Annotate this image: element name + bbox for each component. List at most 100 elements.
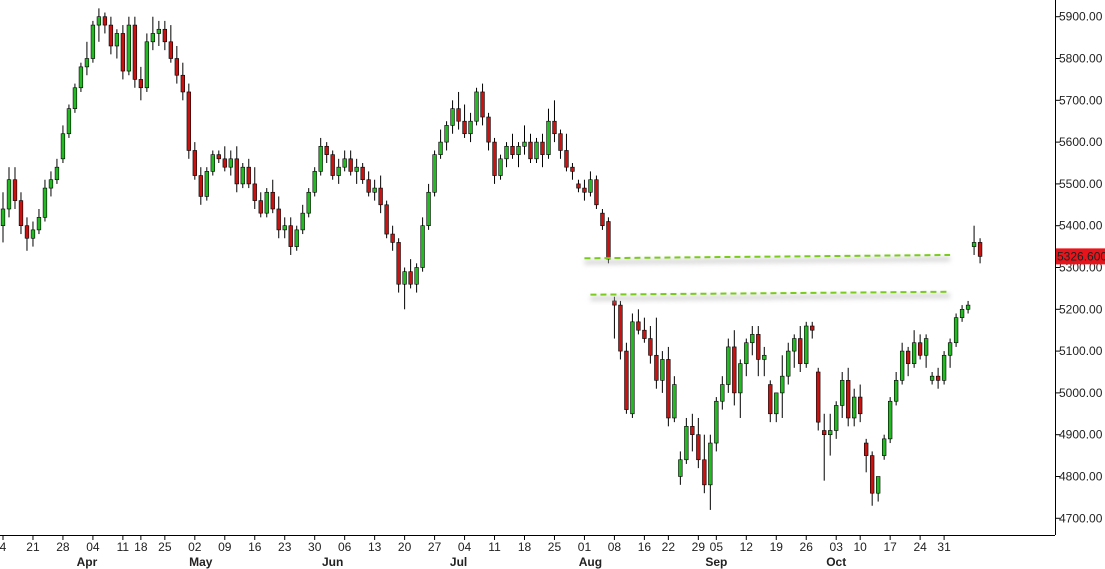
candle-body [953,317,959,344]
candle-body [714,400,719,444]
candle [468,112,473,143]
candle [552,100,557,143]
date-tick-label: 10 [854,540,868,554]
price-tick-label: 5400.00 [1059,219,1103,233]
candle [750,326,755,356]
candle-body [911,342,917,364]
candle [852,388,857,427]
candle-body [366,179,371,193]
candle-body [462,120,467,135]
candle-body [360,166,365,181]
candle-body [300,212,305,231]
candle [732,330,737,406]
candle [198,167,203,205]
candle [744,338,749,377]
candle-body [486,116,491,143]
candle-body [210,154,215,172]
candle [336,158,341,184]
candle-body [156,28,162,34]
candle [947,338,953,368]
candle-body [786,350,791,377]
date-tick-label: 30 [308,540,322,554]
candle [474,87,479,126]
candle-body [126,24,132,72]
candle-body [684,426,689,461]
candle-body [582,187,587,193]
candle [246,158,251,189]
date-tick-label: 04 [86,540,100,554]
candle-body [0,208,6,227]
candle-body [546,120,551,155]
candle [162,20,168,51]
candle-body [702,459,707,486]
candle [540,133,545,168]
candle-body [959,308,965,318]
candle [714,397,719,452]
candle-body [624,350,629,410]
candle [708,434,713,510]
candle-body [756,334,761,360]
candle [306,188,311,218]
candle [66,104,72,138]
candle-body [762,354,767,360]
candle [252,167,257,209]
candle-body [816,371,821,423]
candle-body [552,120,557,135]
candle [192,142,197,180]
candle-body [90,24,96,59]
date-tick-label: 08 [608,540,622,554]
candle-body [864,442,869,456]
candle [330,150,335,180]
candle-body [336,166,341,176]
candle-body [186,91,191,151]
candle-body [935,375,941,381]
date-tick-label: 22 [662,540,676,554]
candle [882,434,887,460]
candle [366,171,371,197]
candle-body [618,304,623,352]
price-axis: 5900.00 5800.00 5700.00 5600.00 5500.00 5400.… [1055,10,1103,525]
candles-group [0,8,983,510]
date-tick-label: 04 [458,540,472,554]
candle [606,217,611,264]
candle [756,326,761,377]
candle [738,359,743,418]
candle-body [648,338,653,356]
candle-body [732,346,737,394]
candle [953,313,959,347]
candle [558,129,563,159]
date-tick-label: 27 [428,540,442,554]
candle-body [228,158,233,168]
candle [42,179,48,222]
candle-body [876,476,881,494]
month-label: Apr [77,555,98,569]
candle [348,150,353,176]
candle [876,476,881,502]
candle-body [174,58,179,76]
candle-body [144,41,150,89]
candle-body [576,183,581,189]
trendline-upper[interactable] [584,253,951,260]
candle [84,41,90,76]
candle-body [54,166,60,181]
candle [666,346,671,427]
candle-body [438,141,443,155]
candle [618,300,623,360]
candle [899,342,905,385]
candle [696,417,701,469]
candle-body [923,338,929,356]
candle-body [828,430,833,435]
candle-body [444,125,449,143]
candle-body [600,212,605,227]
candle-body [246,166,251,185]
candle-body [408,271,413,285]
candle-body [540,141,545,155]
candle [372,179,377,201]
candle [570,163,575,180]
date-tick-label: 18 [518,540,532,554]
candle [174,45,179,84]
price-tick-label: 5500.00 [1059,177,1103,191]
candle-body [971,242,977,247]
candle-body [138,79,144,89]
candle [630,313,635,418]
